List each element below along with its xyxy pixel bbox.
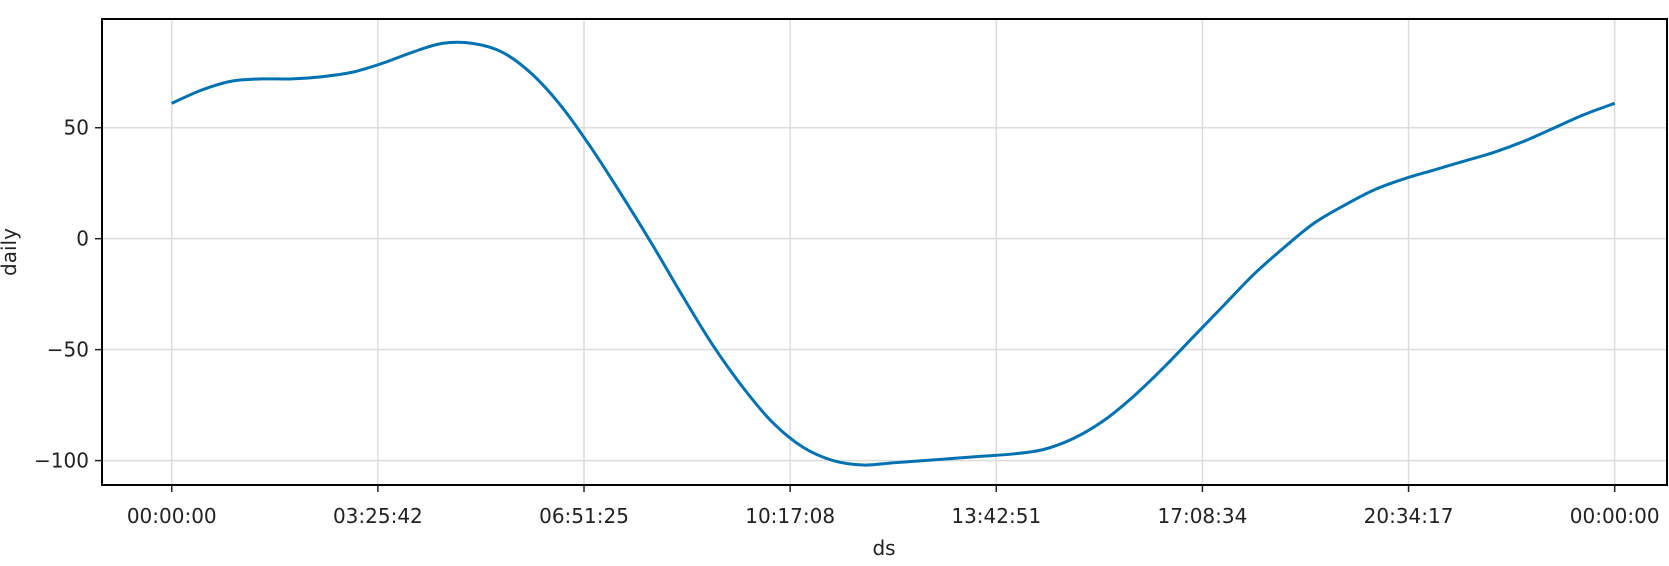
y-tick-label: 0: [76, 227, 89, 251]
x-tick-label: 00:00:00: [1570, 504, 1660, 528]
x-tick-label: 17:08:34: [1158, 504, 1248, 528]
y-tick-label: 50: [64, 116, 89, 140]
y-tick-labels: 50 0 −50 −100: [34, 116, 89, 473]
x-gridlines: [170, 19, 1616, 485]
axis-ticks: [95, 126, 1616, 492]
plot-frame: [101, 18, 1668, 486]
x-axis-label: ds: [872, 536, 895, 560]
series-layer: [171, 40, 1616, 467]
x-tick-label: 20:34:17: [1364, 504, 1454, 528]
x-tick-label: 06:51:25: [539, 504, 629, 528]
x-tick-label: 13:42:51: [951, 504, 1041, 528]
x-tick-label: 00:00:00: [127, 504, 217, 528]
y-axis-label: daily: [0, 228, 21, 276]
y-tick-label: −50: [47, 338, 89, 362]
x-tick-label: 10:17:08: [745, 504, 835, 528]
y-gridlines: [102, 126, 1667, 462]
y-tick-label: −100: [34, 449, 89, 473]
x-tick-labels: 00:00:00 03:25:42 06:51:25 10:17:08 13:42:51…: [127, 504, 1660, 528]
x-tick-label: 03:25:42: [333, 504, 423, 528]
series-line: [171, 40, 1616, 467]
